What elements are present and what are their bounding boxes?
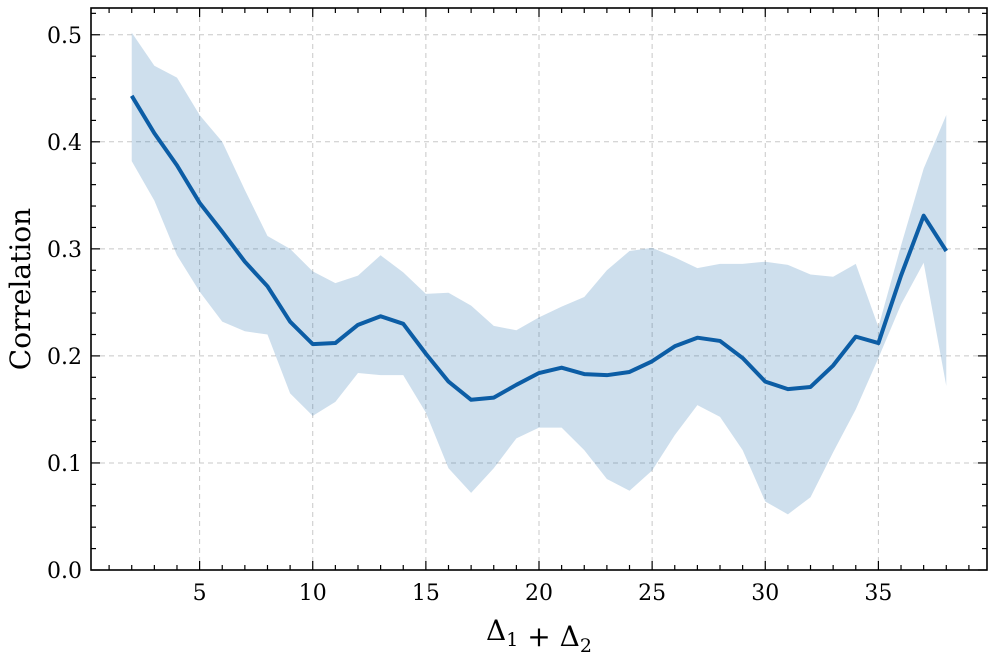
x-tick-label: 20 — [525, 581, 553, 606]
x-axis-label-text: Δ1 + Δ2 — [486, 614, 592, 652]
x-tick-label: 25 — [638, 581, 666, 606]
mean-line-layer — [130, 94, 948, 402]
y-tick-label: 0.1 — [47, 452, 82, 477]
y-axis-label: Correlation — [4, 208, 37, 370]
y-tick-label: 0.0 — [47, 559, 82, 584]
x-tick-label: 30 — [751, 581, 779, 606]
axis-ticks — [91, 8, 987, 571]
x-axis-label: Δ1 + Δ2 — [486, 614, 592, 652]
y-tick-label: 0.4 — [47, 131, 82, 156]
confidence-band — [131, 32, 947, 515]
mean-line — [130, 94, 948, 402]
y-tick-label: 0.5 — [47, 24, 82, 49]
grid-lines — [91, 8, 987, 570]
x-tick-label: 10 — [299, 581, 327, 606]
x-tick-label: 15 — [412, 581, 440, 606]
tick-labels: 5 10 15 20 25 30 35 0.0 0.1 0.2 0.3 0.4 0.5 — [47, 24, 892, 606]
x-tick-label: 5 — [193, 581, 207, 606]
y-tick-label: 0.2 — [47, 345, 82, 370]
confidence-band-layer — [131, 32, 947, 515]
x-tick-label: 35 — [864, 581, 892, 606]
y-tick-label: 0.3 — [47, 238, 82, 263]
